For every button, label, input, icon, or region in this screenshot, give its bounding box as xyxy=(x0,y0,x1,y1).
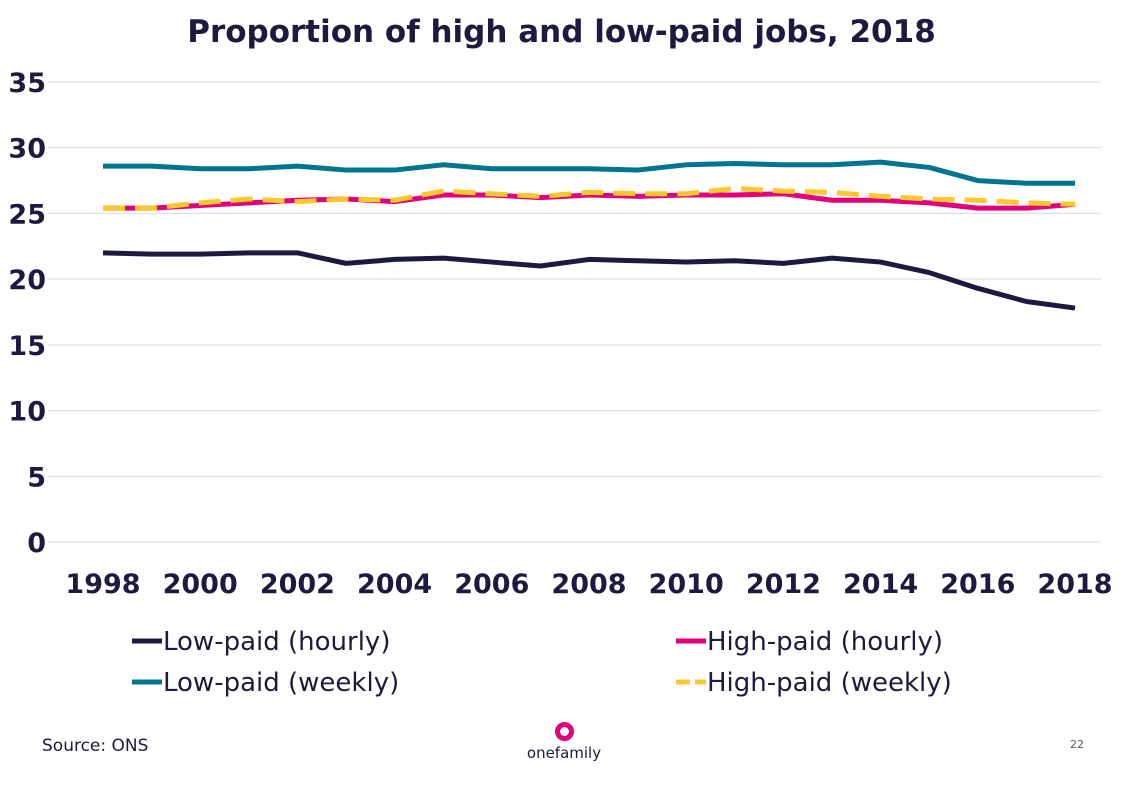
legend-item: Low-paid (weekly) xyxy=(132,668,399,698)
y-tick-label: 30 xyxy=(8,134,46,165)
x-tick-label: 1998 xyxy=(65,569,140,600)
y-tick-label: 5 xyxy=(27,462,46,493)
y-tick-label: 0 xyxy=(27,528,46,559)
legend-label: High-paid (hourly) xyxy=(707,627,943,657)
brand-logo: onefamily xyxy=(522,722,606,762)
gridlines xyxy=(48,81,1101,543)
page-number: 22 xyxy=(1070,738,1084,751)
x-tick-label: 2004 xyxy=(357,569,432,600)
brand-wordmark: onefamily xyxy=(526,744,602,762)
y-tick-label: 10 xyxy=(8,397,46,428)
series-line-low-paid-weekly xyxy=(103,159,1075,186)
legend-label: Low-paid (hourly) xyxy=(163,627,390,657)
x-axis-ticks: 1998 2000 2002 2004 2006 2008 2010 2012 2014 2016… xyxy=(65,569,1112,600)
y-tick-label: 15 xyxy=(8,331,46,362)
legend-label: High-paid (weekly) xyxy=(707,668,952,698)
x-tick-label: 2000 xyxy=(163,569,238,600)
x-tick-label: 2010 xyxy=(649,569,724,600)
y-tick-label: 35 xyxy=(8,68,46,99)
x-tick-label: 2006 xyxy=(454,569,529,600)
chart-title: Proportion of high and low-paid jobs, 20… xyxy=(187,14,936,50)
line-chart: 0 5 10 15 20 25 30 35 1998 2000 2002 2004 2006 2008 2… xyxy=(8,68,1112,698)
x-tick-label: 2018 xyxy=(1037,569,1112,600)
x-tick-label: 2002 xyxy=(260,569,335,600)
series-line-low-paid-hourly xyxy=(102,250,1076,311)
y-axis-ticks: 0 5 10 15 20 25 30 35 xyxy=(8,68,46,559)
x-tick-label: 2012 xyxy=(746,569,821,600)
legend: Low-paid (hourly) High-paid (hourly) Low-p… xyxy=(132,627,952,698)
y-tick-label: 20 xyxy=(8,265,46,296)
x-tick-label: 2016 xyxy=(940,569,1015,600)
legend-item: High-paid (hourly) xyxy=(676,627,943,657)
series-lines xyxy=(102,159,1076,311)
x-tick-label: 2008 xyxy=(551,569,626,600)
y-tick-label: 25 xyxy=(8,199,46,230)
legend-item: Low-paid (hourly) xyxy=(132,627,390,657)
x-tick-label: 2014 xyxy=(843,569,918,600)
source-note: Source: ONS xyxy=(42,736,149,756)
series-line-high-paid-weekly xyxy=(103,185,1076,211)
logo-ring-icon xyxy=(554,722,574,741)
legend-label: Low-paid (weekly) xyxy=(163,668,399,698)
legend-item: High-paid (weekly) xyxy=(676,668,952,698)
